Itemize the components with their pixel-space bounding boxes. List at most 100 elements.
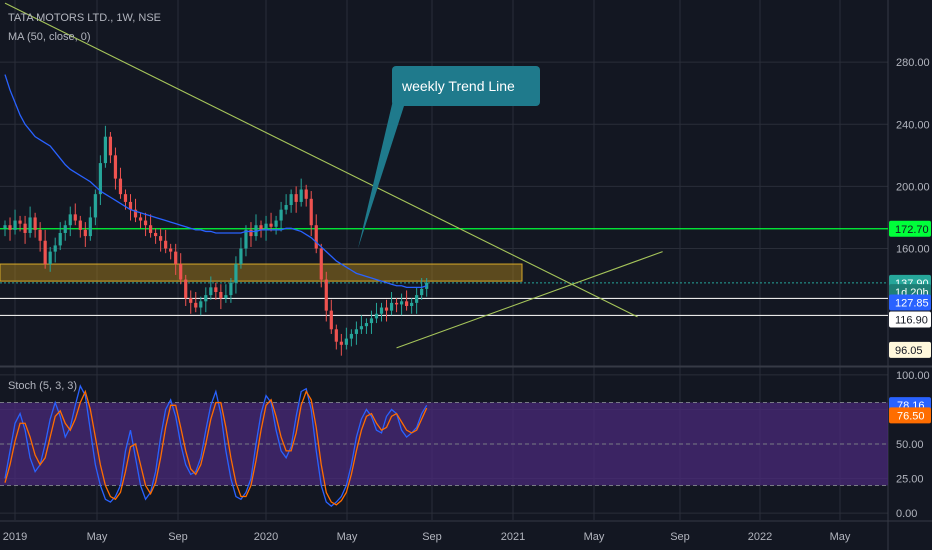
support-resistance-zone[interactable] [0,263,523,282]
candle-body [159,236,163,241]
candle-body [394,302,399,305]
candle-body [13,220,17,230]
candle-body [294,194,298,202]
candle-body [369,318,374,324]
candle-body [58,232,62,246]
price-label-box [889,341,931,358]
candle-body [219,292,223,299]
candle-body [204,295,208,302]
price-label-text: 96.05 [895,345,923,357]
candle-body [88,217,92,237]
time-tick-label: 2022 [748,531,772,543]
candle-body [43,240,47,265]
candle-body [123,194,128,202]
candle-body [314,225,318,249]
candle-body [239,248,243,265]
zone-rect[interactable] [0,263,523,282]
candle-body [364,323,369,327]
candle-body [405,301,409,306]
candle-body [133,209,138,218]
price-label-text: 116.90 [895,314,928,326]
stoch-label-box [889,407,931,424]
candle-body [108,136,113,156]
candle-body [33,217,37,230]
trend-line[interactable] [396,251,663,349]
candle-body [374,313,379,319]
candle-body [184,279,188,299]
candle-body [274,220,278,227]
price-tick-label: 240.00 [896,119,930,131]
candle-body [189,298,193,303]
candle-body [309,198,313,226]
candle-body [379,307,384,314]
candle-body [410,302,414,306]
price-label-box [889,220,931,237]
candle-body [209,287,213,296]
stoch-d-line [4,389,428,506]
candle-body [299,189,303,202]
time-tick-label: May [830,531,851,543]
candle-body [229,282,233,296]
candle-body [48,251,52,265]
candle-body [264,223,268,230]
candle-body [53,245,57,252]
candle-body [118,178,123,195]
stoch-k-line [4,384,428,508]
candle-body [420,288,424,296]
candle-body [18,220,22,224]
candle-body [415,295,419,303]
time-tick-label: 2019 [3,531,27,543]
candle-body [269,223,273,227]
symbol-legend[interactable]: TATA MOTORS LTD., 1W, NSE [8,12,162,24]
candle-body [344,338,348,345]
time-tick-label: Sep [422,531,442,543]
moving-average-series [4,74,427,288]
stoch-overbought-oversold-band [0,402,888,486]
ma-legend[interactable]: MA (50, close, 0) [8,31,91,43]
trend-line-callout[interactable]: weekly Trend Line [358,66,540,249]
candle-body [164,240,168,249]
price-label-box [889,311,931,328]
candle-body [329,310,333,330]
candle-body [249,229,253,237]
candle-body [8,225,12,230]
candle-body [3,225,7,229]
price-axis[interactable]: 280.00240.00200.00160.00100.0075.0050.00… [889,57,931,520]
candle-body [93,194,97,218]
stoch-tick-label: 100.00 [896,370,930,382]
candle-body [138,217,143,221]
time-tick-label: 2020 [254,531,278,543]
candle-body [389,302,394,311]
price-tick-label: 200.00 [896,181,930,193]
candlestick-series [3,125,429,356]
candle-body [279,209,283,221]
candle-body [259,225,263,230]
time-axis[interactable]: 2019 May Sep 2020 May Sep 2021 May Sep 2022 May [3,531,851,543]
candle-body [169,248,173,252]
candle-body [174,251,178,265]
candle-body [354,329,358,334]
candle-body [284,205,288,210]
candle-body [28,217,32,233]
time-tick-label: Sep [670,531,690,543]
candle-body [334,329,338,342]
candle-body [384,307,389,311]
price-tick-label: 160.00 [896,244,930,256]
candle-body [83,229,87,237]
candle-body [199,301,203,308]
candle-body [324,279,328,311]
trend-line[interactable] [4,2,638,318]
price-label-text: 172.70 [895,224,929,236]
candle-body [339,341,343,345]
time-tick-label: 2021 [501,531,525,543]
time-tick-label: Sep [168,531,188,543]
horizontal-lines[interactable] [0,228,888,317]
trend-lines[interactable] [4,2,663,349]
stoch-legend[interactable]: Stoch (5, 3, 3) [8,380,78,392]
time-tick-label: May [87,531,108,543]
ma-line [4,74,427,288]
stoch-tick-label: 25.00 [896,474,924,486]
candle-body [214,287,218,292]
candle-body [38,229,42,241]
